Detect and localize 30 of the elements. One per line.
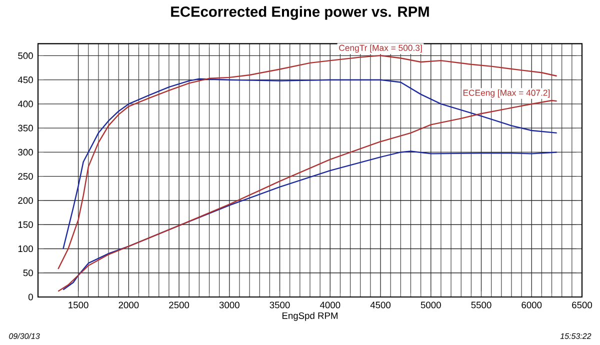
y-tick-label: 50 (23, 270, 33, 276)
y-tick-label: 500 (18, 52, 33, 60)
x-tick-label: 5000 (420, 302, 441, 308)
x-tick-label: 2000 (118, 302, 139, 308)
y-tick-label: 250 (18, 173, 33, 180)
x-tick-label: 6500 (572, 302, 592, 308)
x-axis-title: EngSpd RPM (282, 312, 338, 321)
y-tick-label: 400 (18, 100, 33, 108)
x-tick-label: 4500 (370, 302, 391, 308)
y-tick-label: 350 (18, 124, 33, 132)
annotation: ECEeng [Max = 407.2] (463, 89, 550, 98)
line-series (58, 54, 558, 270)
x-tick-label: 1500 (68, 302, 88, 308)
y-tick-label: 450 (18, 76, 33, 84)
y-tick-label: 200 (18, 197, 33, 204)
x-tick-label: 6000 (522, 302, 542, 308)
chart-title: ECEcorrected Engine power vs. RPM (171, 6, 429, 20)
y-tick-label: 0 (28, 294, 33, 300)
x-tick-label: 2500 (169, 302, 190, 308)
x-tick-label: 3500 (270, 302, 290, 308)
x-tick-label: 4000 (320, 302, 340, 308)
x-tick-label: 3000 (219, 302, 240, 308)
annotation: CengTr [Max = 500.3] (339, 44, 422, 53)
line-series (62, 78, 558, 250)
y-tick-label: 100 (18, 245, 33, 252)
text: 09/30/13 (9, 333, 40, 339)
text: 15:53:22 (560, 333, 592, 339)
x-tick-label: 5500 (471, 302, 492, 308)
y-tick-label: 300 (18, 148, 33, 156)
y-tick-label: 150 (18, 221, 33, 228)
